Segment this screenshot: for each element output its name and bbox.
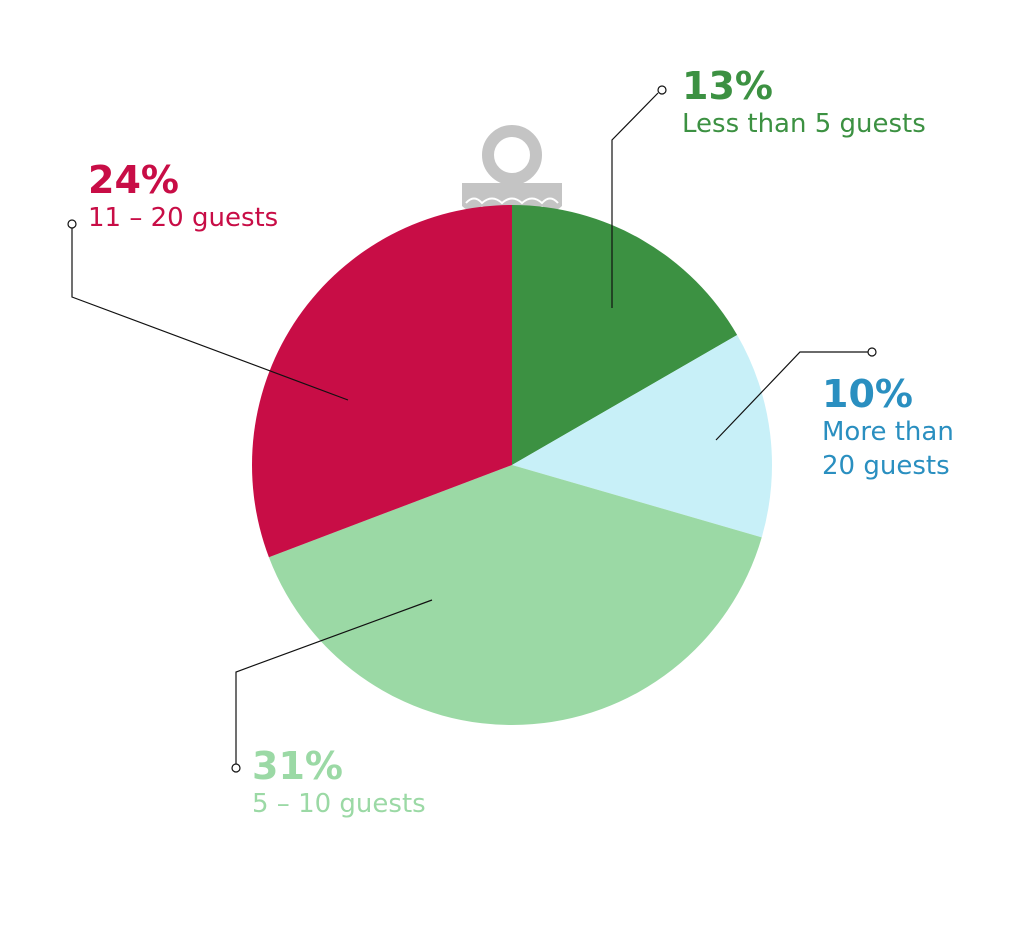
slice-label: 24% 11 – 20 guests xyxy=(88,158,279,236)
slice-label: 13% Less than 5 guests xyxy=(682,64,926,142)
pie-slice xyxy=(251,205,512,558)
leader-lines xyxy=(67,85,877,773)
percent-label: 24% xyxy=(88,158,179,202)
pie-slice xyxy=(512,335,772,538)
slice-label: 31% 5 – 10 guests xyxy=(252,744,426,822)
pie-slice xyxy=(512,205,738,465)
category-label: More than 20 guests xyxy=(822,416,954,481)
category-label: 5 – 10 guests xyxy=(252,788,426,819)
percent-label: 10% xyxy=(822,372,913,416)
pie-slice xyxy=(268,465,762,725)
ornament-cap xyxy=(462,125,562,211)
percent-label: 31% xyxy=(252,744,343,788)
slice-label: 10% More than 20 guests xyxy=(822,372,992,483)
category-label: 11 – 20 guests xyxy=(88,202,279,233)
category-label: Less than 5 guests xyxy=(682,108,926,139)
percent-label: 13% xyxy=(682,64,773,108)
